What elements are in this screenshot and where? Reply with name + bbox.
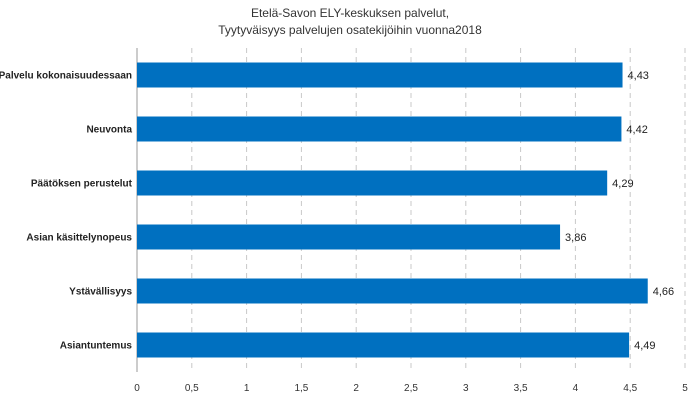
data-label: 4,66 <box>653 286 674 298</box>
x-tick-label: 1,5 <box>294 383 308 394</box>
x-tick-label: 3 <box>463 383 469 394</box>
data-label: 4,49 <box>634 340 655 352</box>
x-tick-label: 2,5 <box>404 383 418 394</box>
x-axis-ticks: 0 0,5 1 1,5 2 2,5 3 3,5 4 4,5 5 <box>134 383 688 394</box>
bars <box>137 62 648 358</box>
data-label: 4,43 <box>628 70 649 82</box>
x-tick-label: 1 <box>244 383 250 394</box>
x-tick-label: 5 <box>682 383 688 394</box>
x-tick-label: 4,5 <box>623 383 637 394</box>
category-label: Ystävällisyys <box>69 287 132 298</box>
chart-title-line-1: Etelä-Savon ELY-keskuksen palvelut, <box>251 6 449 20</box>
category-labels: Palvelu kokonaisuudessaan Neuvonta Päätöks… <box>0 71 133 352</box>
bar <box>137 62 623 88</box>
data-labels: 4,43 4,42 4,29 3,86 4,66 4,49 <box>565 70 674 352</box>
chart-title: Etelä-Savon ELY-keskuksen palvelut, Tyyt… <box>218 6 482 37</box>
bar <box>137 224 561 250</box>
bar <box>137 332 630 358</box>
category-label: Asiantuntemus <box>60 341 133 352</box>
x-tick-label: 0,5 <box>185 383 199 394</box>
category-label: Neuvonta <box>86 125 132 136</box>
bar <box>137 278 648 304</box>
x-tick-label: 2 <box>353 383 359 394</box>
category-label: Asian käsittelynopeus <box>26 233 132 244</box>
bar <box>137 116 622 142</box>
category-label: Päätöksen perustelut <box>31 179 133 190</box>
x-tick-label: 0 <box>134 383 140 394</box>
category-label: Palvelu kokonaisuudessaan <box>0 71 132 82</box>
bar <box>137 170 608 196</box>
x-tick-label: 3,5 <box>514 383 528 394</box>
data-label: 3,86 <box>565 232 586 244</box>
chart-title-line-2: Tyytyväisyys palvelujen osatekijöihin vu… <box>218 23 482 37</box>
data-label: 4,42 <box>626 124 647 136</box>
x-tick-label: 4 <box>573 383 579 394</box>
gridlines <box>136 48 686 372</box>
data-label: 4,29 <box>612 178 633 190</box>
